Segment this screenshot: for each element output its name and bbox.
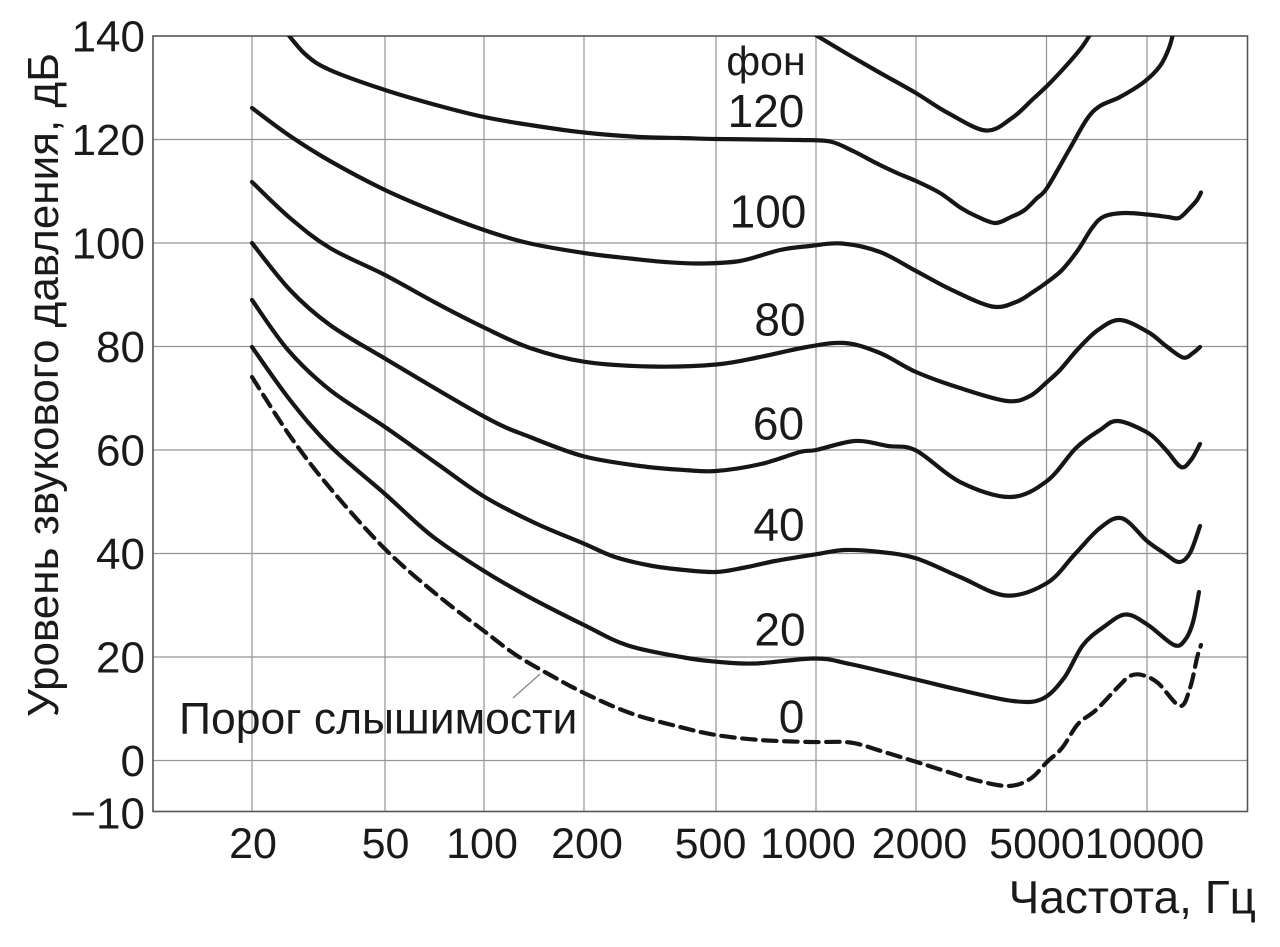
svg-text:2000: 2000	[872, 820, 968, 868]
svg-text:60: 60	[96, 426, 145, 475]
svg-text:10000: 10000	[1085, 820, 1205, 868]
svg-text:фон: фон	[726, 38, 805, 84]
svg-text:60: 60	[753, 397, 804, 449]
svg-text:40: 40	[96, 530, 145, 579]
svg-text:Уровень звукового давления, дБ: Уровень звукового давления, дБ	[19, 53, 68, 717]
svg-text:140: 140	[72, 12, 145, 61]
svg-text:20: 20	[229, 820, 277, 868]
svg-text:120: 120	[728, 85, 805, 137]
svg-text:80: 80	[96, 323, 145, 372]
svg-text:500: 500	[675, 820, 747, 868]
svg-text:0: 0	[779, 690, 805, 742]
svg-text:1000: 1000	[760, 820, 856, 868]
svg-text:50: 50	[362, 820, 410, 868]
svg-text:−10: −10	[70, 789, 145, 838]
svg-text:40: 40	[753, 498, 804, 550]
svg-text:80: 80	[754, 293, 805, 345]
svg-text:100: 100	[446, 820, 518, 868]
svg-text:Частота, Гц: Частота, Гц	[1009, 871, 1256, 923]
svg-text:20: 20	[754, 603, 805, 655]
svg-text:5000: 5000	[989, 820, 1085, 868]
svg-text:0: 0	[121, 737, 145, 786]
svg-text:20: 20	[96, 633, 145, 682]
svg-text:200: 200	[551, 820, 623, 868]
svg-text:100: 100	[72, 219, 145, 268]
svg-text:120: 120	[72, 116, 145, 165]
svg-text:100: 100	[730, 186, 807, 238]
svg-text:Порог слышимости: Порог слышимости	[179, 695, 577, 744]
